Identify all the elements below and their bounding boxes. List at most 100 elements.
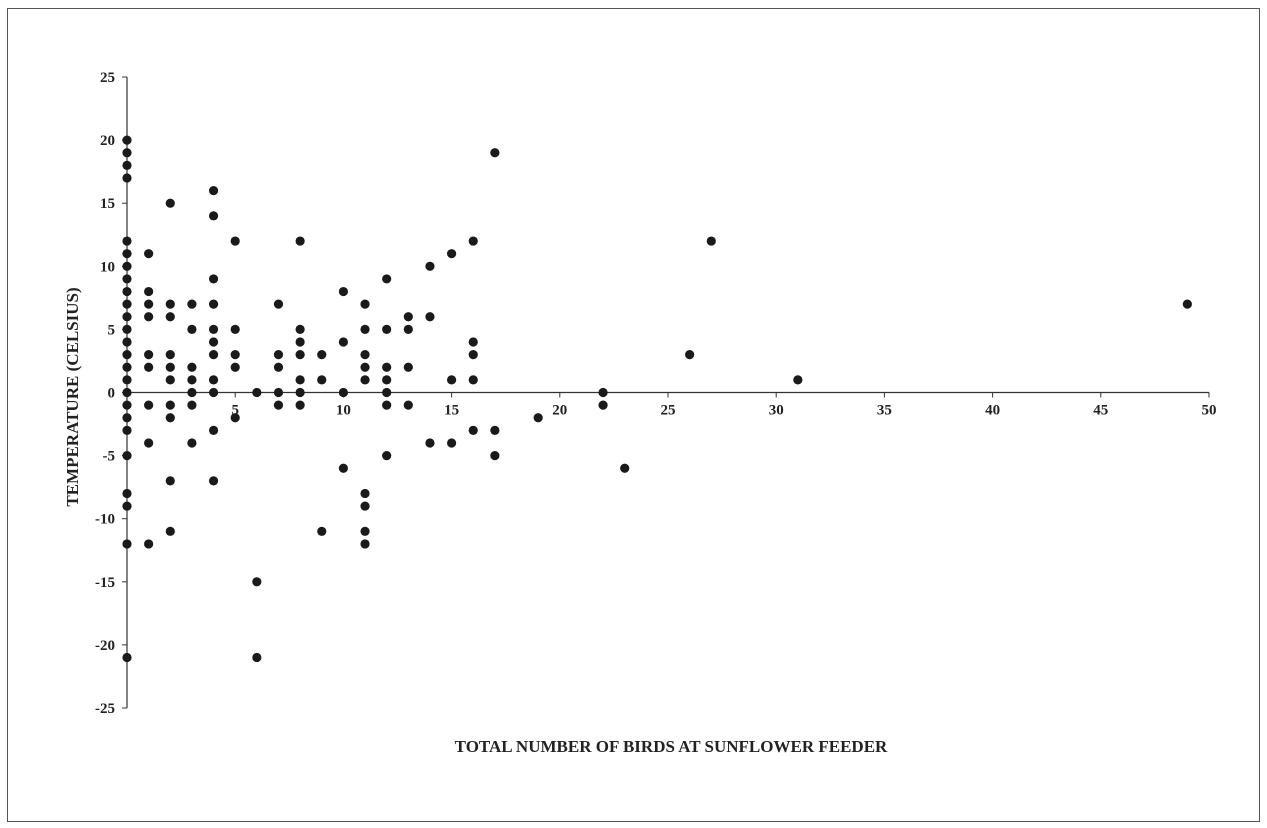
data-point	[165, 476, 175, 486]
data-point	[403, 324, 413, 334]
data-point	[360, 362, 370, 372]
data-point	[144, 438, 154, 448]
data-point	[403, 400, 413, 410]
data-point	[144, 362, 154, 372]
data-point	[620, 463, 630, 473]
data-point	[382, 400, 392, 410]
data-point	[382, 362, 392, 372]
y-tick-label: 10	[100, 259, 115, 275]
data-point	[230, 236, 240, 246]
data-point	[533, 413, 543, 423]
x-tick-label: 20	[552, 403, 567, 419]
data-point	[490, 451, 500, 461]
y-tick-label: -5	[103, 449, 116, 465]
data-point	[122, 160, 132, 170]
data-point	[208, 387, 219, 398]
data-point	[122, 413, 132, 423]
data-point	[360, 299, 370, 309]
data-point	[122, 299, 132, 309]
x-tick-label: 10	[336, 403, 351, 419]
y-tick-label: 0	[108, 386, 116, 402]
y-axis-title: TEMPERATURE (CELSIUS)	[63, 287, 82, 506]
data-point	[382, 387, 392, 398]
data-point	[165, 526, 175, 536]
data-point	[122, 539, 132, 549]
data-point	[295, 236, 305, 246]
data-point	[165, 312, 175, 322]
data-point	[208, 274, 219, 284]
data-point	[165, 350, 175, 360]
data-point	[122, 261, 132, 271]
chart-frame: 25 20 15 10 5 0 -5 -10 -15 -20 -25 5 10 15 20 25 30 35 40 4…	[7, 8, 1260, 822]
x-tick-label: 45	[1093, 403, 1108, 419]
data-point	[273, 299, 284, 309]
x-tick-label: 15	[444, 403, 459, 419]
data-point	[338, 387, 348, 398]
y-tick-label: -25	[95, 701, 115, 717]
data-point	[208, 350, 219, 360]
data-point	[122, 324, 132, 334]
data-point	[230, 362, 240, 372]
data-point	[208, 299, 219, 309]
data-point	[425, 261, 435, 271]
data-point	[360, 488, 370, 499]
data-point	[122, 652, 132, 663]
data-point	[468, 425, 478, 435]
data-point	[208, 337, 219, 347]
data-point	[122, 249, 132, 259]
data-point	[122, 425, 132, 435]
data-point	[252, 577, 262, 587]
data-point	[360, 501, 370, 511]
data-point	[122, 135, 132, 145]
data-point	[122, 236, 132, 246]
data-point	[382, 324, 392, 334]
data-point	[295, 337, 305, 347]
data-point	[447, 375, 457, 385]
data-point	[317, 350, 327, 360]
data-point	[447, 438, 457, 448]
data-point	[273, 400, 284, 410]
data-point	[187, 299, 197, 309]
data-point	[165, 375, 175, 385]
data-point	[360, 539, 370, 549]
data-point	[273, 362, 284, 372]
data-point	[468, 375, 478, 385]
data-point	[122, 337, 132, 347]
data-point	[317, 375, 327, 385]
data-point	[425, 438, 435, 448]
x-tick-label: 40	[985, 403, 1000, 419]
data-point	[230, 413, 240, 423]
x-tick-label: 5	[231, 403, 239, 419]
data-point	[382, 274, 392, 284]
data-point	[490, 425, 500, 435]
data-point	[122, 362, 132, 372]
data-point	[382, 451, 392, 461]
data-point	[273, 350, 284, 360]
data-point	[468, 236, 478, 246]
x-tick-label: 25	[661, 403, 676, 419]
data-point	[403, 312, 413, 322]
data-point	[403, 362, 413, 372]
data-point	[360, 375, 370, 385]
data-point	[252, 387, 262, 398]
data-point	[208, 375, 219, 385]
axes	[122, 76, 1210, 709]
data-point	[208, 211, 219, 221]
data-point	[187, 387, 197, 398]
data-point	[208, 324, 219, 334]
data-point	[295, 350, 305, 360]
data-point	[706, 236, 716, 246]
data-point	[122, 400, 132, 410]
data-point	[144, 249, 154, 259]
data-point	[273, 387, 284, 398]
data-point	[252, 652, 262, 663]
data-point	[165, 413, 175, 423]
data-point	[208, 476, 219, 486]
data-point	[338, 286, 348, 297]
y-tick-label: -15	[95, 575, 115, 591]
data-point	[468, 337, 478, 347]
data-point	[165, 362, 175, 372]
data-point	[122, 350, 132, 360]
